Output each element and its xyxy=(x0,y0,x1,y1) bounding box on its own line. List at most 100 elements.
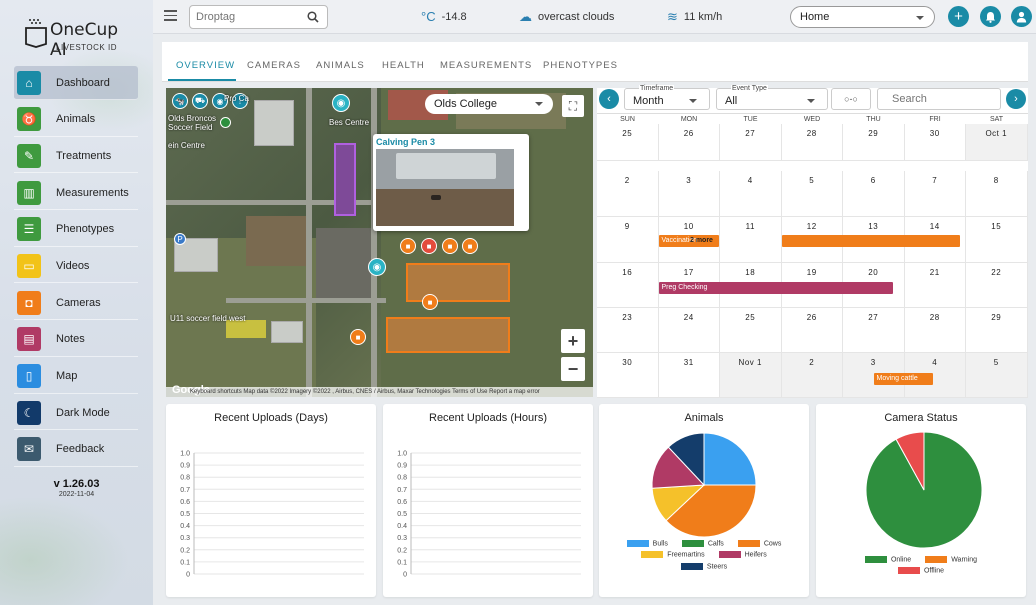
legend-item-heifers[interactable]: Heifers xyxy=(718,551,767,559)
cow-filter-icon[interactable]: 🐄 xyxy=(172,93,188,109)
tab-overview[interactable]: OVERVIEW xyxy=(176,60,236,71)
calendar-day-cell[interactable]: 24 xyxy=(658,308,720,353)
calendar-event[interactable] xyxy=(781,235,960,247)
sidebar-item-notes[interactable]: ▤ Notes xyxy=(14,323,138,357)
sidebar-item-animals[interactable]: ♉ Animals xyxy=(14,103,138,137)
calendar-day-cell[interactable]: 7 xyxy=(904,171,966,217)
calendar-day-cell[interactable]: 8 xyxy=(966,171,1028,217)
tractor-filter-icon[interactable]: ⛟ xyxy=(192,93,208,109)
user-account-button[interactable] xyxy=(1011,6,1032,27)
calendar-event[interactable]: Vaccination xyxy=(658,235,719,247)
legend-item-warning[interactable]: Warning xyxy=(925,556,977,563)
camera-popup[interactable]: Calving Pen 3 xyxy=(373,134,529,231)
wifi-sensor-icon[interactable]: ◉ xyxy=(332,94,350,112)
calendar-day-cell[interactable]: 29 xyxy=(966,308,1028,353)
calendar-day-cell[interactable]: 26 xyxy=(658,124,720,161)
calendar-day-cell[interactable]: 5 xyxy=(781,171,843,217)
calendar-day-cell[interactable]: Oct 1 xyxy=(966,124,1028,161)
pie-slice-offline[interactable] xyxy=(895,431,925,491)
notifications-button[interactable] xyxy=(980,6,1001,27)
tab-animals[interactable]: ANIMALS xyxy=(316,60,365,71)
calendar-search[interactable] xyxy=(877,88,1001,110)
wifi-filter-icon[interactable]: ◉ xyxy=(212,93,228,109)
legend-item-calfs[interactable]: Calfs xyxy=(681,540,724,547)
calendar-day-cell[interactable]: 3 xyxy=(658,171,720,217)
calendar-day-cell[interactable]: 6 xyxy=(843,171,905,217)
calendar-day-cell[interactable]: 28 xyxy=(781,124,843,161)
droptag-search[interactable] xyxy=(189,5,328,29)
more-events-link[interactable]: 2 more xyxy=(690,237,713,244)
sidebar-item-phenotypes[interactable]: ☰ Phenotypes xyxy=(14,213,138,247)
grid-filter-icon[interactable]: ⁞ xyxy=(232,93,248,109)
timeframe-select[interactable]: Timeframe Month xyxy=(624,85,710,110)
calendar-day-cell[interactable]: 27 xyxy=(720,124,782,161)
calendar-day-cell[interactable]: 31 xyxy=(658,353,720,398)
sidebar-item-videos[interactable]: ▭ Videos xyxy=(14,249,138,284)
calendar-day-cell[interactable]: 30 xyxy=(597,353,659,398)
calendar-event[interactable]: Moving cattle xyxy=(873,373,933,385)
calendar-day-cell[interactable]: 23 xyxy=(597,308,659,353)
wifi-sensor-icon[interactable]: ◉ xyxy=(368,258,386,276)
tab-health[interactable]: HEALTH xyxy=(382,60,425,71)
link-icon[interactable]: ○-○ xyxy=(831,88,871,110)
map-location-select[interactable]: Olds College xyxy=(425,94,553,114)
camera-pin-icon[interactable]: ■ xyxy=(421,238,437,254)
calendar-day-cell[interactable]: 25 xyxy=(720,308,782,353)
event-type-select[interactable]: Event Type All xyxy=(716,85,828,110)
calendar-day-cell[interactable]: 30 xyxy=(904,124,966,161)
calendar-day-cell[interactable]: 14 xyxy=(904,217,966,263)
zoom-out-button[interactable]: − xyxy=(561,357,585,381)
calendar-day-cell[interactable]: 5 xyxy=(966,353,1028,398)
calendar-day-cell[interactable]: 20 xyxy=(843,263,905,308)
pie-slice-bulls[interactable] xyxy=(703,432,757,486)
calendar-search-input[interactable] xyxy=(878,89,988,109)
legend-item-steers[interactable]: Steers xyxy=(680,562,727,570)
camera-snapshot-image[interactable] xyxy=(376,149,514,226)
sidebar-item-map[interactable]: ▯ Map xyxy=(14,360,138,394)
legend-item-online[interactable]: Online xyxy=(864,556,911,563)
satellite-map[interactable]: 🐄 ⛟ ◉ ⁞ Olds Broncos Soccer Field ein Ce… xyxy=(166,88,593,397)
legend-item-freemartins[interactable]: Freemartins xyxy=(641,551,705,559)
pie-slice-cows[interactable] xyxy=(665,484,757,538)
calendar-next-button[interactable]: › xyxy=(1006,89,1026,109)
zoom-in-button[interactable]: + xyxy=(561,329,585,353)
camera-pin-icon[interactable]: ■ xyxy=(422,294,438,310)
calendar-day-cell[interactable]: 4 xyxy=(720,171,782,217)
search-icon[interactable] xyxy=(307,11,319,23)
calendar-day-cell[interactable]: 25 xyxy=(597,124,659,161)
calendar-day-cell[interactable]: 27 xyxy=(843,308,905,353)
calendar-day-cell[interactable]: 26 xyxy=(781,308,843,353)
calendar-event[interactable]: Preg Checking xyxy=(658,282,893,294)
calendar-prev-button[interactable]: ‹ xyxy=(599,89,619,109)
tab-measurements[interactable]: MEASUREMENTS xyxy=(440,60,533,71)
app-logo[interactable]: OneCup AI LIVESTOCK ID xyxy=(24,12,134,60)
calendar-day-cell[interactable]: 9 xyxy=(597,217,659,263)
camera-pin-icon[interactable]: ■ xyxy=(400,238,416,254)
tab-phenotypes[interactable]: PHENOTYPES xyxy=(543,60,618,71)
calendar-day-cell[interactable]: 2 xyxy=(781,353,843,398)
calendar-day-cell[interactable]: 10 xyxy=(658,217,720,263)
calendar-day-cell[interactable]: 2 xyxy=(597,171,659,217)
map-place-pin[interactable] xyxy=(220,117,231,128)
legend-item-offline[interactable]: Offline xyxy=(897,567,944,575)
sidebar-item-dark-mode[interactable]: ☾ Dark Mode xyxy=(14,396,138,431)
calendar-day-cell[interactable]: 22 xyxy=(966,263,1028,308)
add-button[interactable]: + xyxy=(948,6,969,27)
sidebar-item-feedback[interactable]: ✉ Feedback xyxy=(14,433,138,467)
droptag-search-input[interactable] xyxy=(190,6,300,28)
camera-pin-icon[interactable]: ■ xyxy=(462,238,478,254)
sidebar-item-treatments[interactable]: ✎ Treatments xyxy=(14,139,138,174)
pie-slice-steers[interactable] xyxy=(667,432,705,487)
calendar-day-cell[interactable]: 28 xyxy=(904,308,966,353)
tab-cameras[interactable]: CAMERAS xyxy=(247,60,301,71)
sidebar-item-dashboard[interactable]: ⌂ Dashboard xyxy=(14,66,138,100)
camera-pin-icon[interactable]: ■ xyxy=(442,238,458,254)
calendar-day-cell[interactable]: Nov 1 xyxy=(720,353,782,398)
calendar-day-cell[interactable]: 16 xyxy=(597,263,659,308)
calendar-day-cell[interactable]: 15 xyxy=(966,217,1028,263)
calendar-day-cell[interactable]: 11 xyxy=(720,217,782,263)
legend-item-cows[interactable]: Cows xyxy=(737,540,781,547)
menu-icon[interactable] xyxy=(164,10,177,21)
sidebar-item-measurements[interactable]: ▥ Measurements xyxy=(14,176,138,211)
sidebar-item-cameras[interactable]: ◘ Cameras xyxy=(14,286,138,321)
